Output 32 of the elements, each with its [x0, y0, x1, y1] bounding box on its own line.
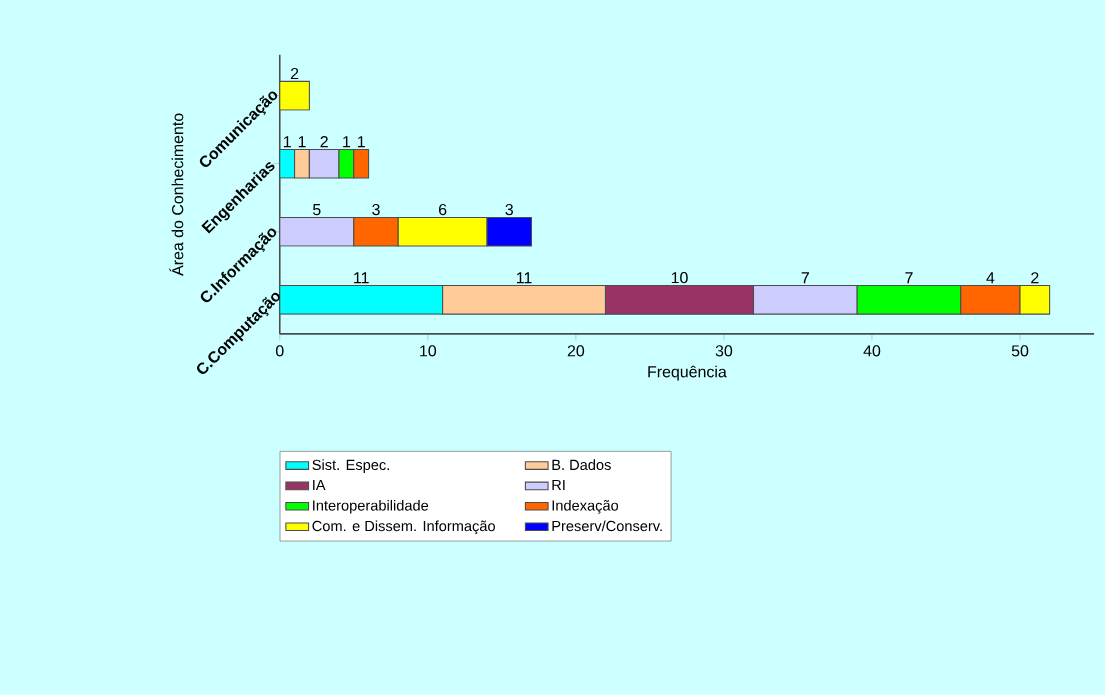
- data-label: 11: [354, 272, 369, 284]
- x-tick-label: 30: [715, 345, 733, 357]
- data-label: 5: [313, 204, 321, 216]
- legend-label: RI: [552, 480, 565, 491]
- data-label: 6: [439, 204, 447, 216]
- data-label: 7: [801, 272, 809, 284]
- data-label: 1: [283, 136, 291, 148]
- legend-label: Sist. Espec.: [312, 459, 389, 474]
- x-axis-title: Frequência: [648, 365, 727, 381]
- data-label: 2: [1031, 272, 1039, 284]
- data-label: 1: [343, 136, 351, 148]
- data-label: 11: [516, 272, 532, 284]
- x-tick-label: 50: [1011, 345, 1029, 357]
- x-tick-label: 20: [567, 345, 585, 357]
- data-label: 2: [320, 136, 328, 148]
- data-label: 10: [671, 272, 688, 284]
- data-label: 7: [905, 272, 913, 284]
- legend-label: Preserv/Conserv.: [552, 520, 662, 532]
- legend-label: Indexação: [552, 500, 619, 514]
- legend-label: Interoperabilidade: [313, 500, 429, 514]
- data-label: 1: [357, 136, 365, 148]
- legend-label: B. Dados: [552, 459, 611, 471]
- data-label: 4: [986, 272, 995, 284]
- y-axis-title: Área do Conhecimento: [169, 113, 184, 277]
- data-label: 3: [505, 204, 513, 216]
- data-label: 2: [290, 68, 299, 80]
- legend-label: IA: [313, 480, 326, 491]
- legend-label: Com. e Dissem. Informação: [312, 520, 495, 535]
- data-label: 1: [298, 136, 306, 148]
- data-label: 3: [372, 204, 380, 216]
- x-tick-label: 10: [420, 345, 437, 357]
- x-tick-label: 40: [863, 345, 881, 357]
